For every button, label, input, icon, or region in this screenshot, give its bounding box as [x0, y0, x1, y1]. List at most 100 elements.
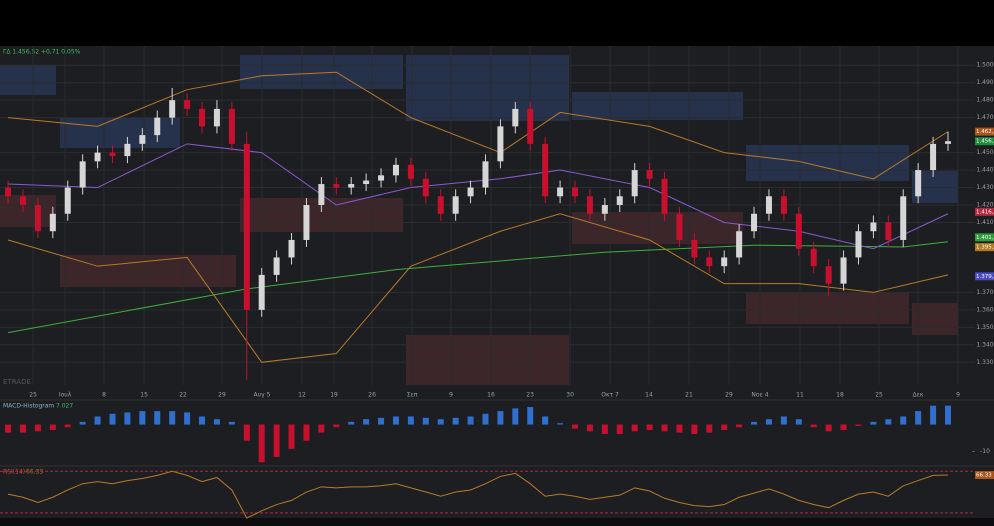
histogram-bar — [870, 421, 877, 425]
x-tick-label: 30 — [566, 392, 574, 399]
candle-body — [661, 178, 668, 214]
y-tick-label: 1.360 — [976, 306, 993, 313]
y-tick-label: 1.340 — [976, 341, 993, 348]
histogram-bar — [810, 424, 817, 428]
candle-body — [751, 213, 758, 232]
y-tick-label: 1.470 — [976, 114, 993, 121]
y-tick-label: -10 — [980, 448, 990, 455]
histogram-bar — [527, 407, 534, 425]
candle-body — [840, 257, 847, 284]
histogram-bar — [765, 419, 772, 425]
candle-body — [497, 126, 504, 162]
histogram-bar — [572, 424, 579, 429]
histogram-bar — [258, 424, 265, 463]
histogram-bar — [5, 424, 12, 433]
candle-body — [765, 196, 772, 214]
histogram-bar — [736, 424, 743, 428]
histogram-bar — [213, 419, 220, 425]
histogram-bar — [512, 408, 519, 425]
x-tick-label: Αυγ 5 — [254, 392, 271, 399]
candle-body — [527, 108, 534, 144]
candle-body — [646, 170, 653, 179]
candle-body — [318, 184, 325, 206]
candle-body — [94, 152, 101, 162]
zone — [0, 195, 56, 227]
zones — [0, 55, 958, 385]
histogram-bar — [915, 411, 922, 425]
y-tick-label: 1.420 — [976, 202, 993, 209]
candle-body — [49, 213, 56, 232]
y-tick-label: 1.370 — [976, 289, 993, 296]
histogram-bar — [497, 411, 504, 425]
x-tick-label: 15 — [140, 392, 148, 399]
candle-body — [333, 184, 340, 188]
x-tick-label: 23 — [526, 392, 534, 399]
histogram-bar — [795, 419, 802, 425]
y-tick-label: 1.330 — [976, 359, 993, 366]
rsi-title: RSI(14) — [3, 469, 25, 476]
candle-body — [378, 175, 385, 181]
zone — [0, 65, 56, 95]
histogram-bar — [124, 412, 131, 425]
histogram-bar — [348, 421, 355, 425]
x-tick-label: Σεπ — [407, 392, 418, 399]
candle-body — [855, 231, 862, 258]
candle-body — [795, 213, 802, 249]
candle-body — [5, 187, 12, 197]
histogram-bar — [199, 416, 206, 425]
histogram-bar — [34, 424, 41, 432]
x-tick-label: 16 — [487, 392, 495, 399]
zone — [746, 145, 909, 181]
histogram-bar — [586, 424, 593, 432]
candle-body — [870, 222, 877, 232]
candle-body — [199, 108, 206, 127]
histogram-bar — [467, 416, 474, 425]
histogram-bar — [94, 416, 101, 425]
zone — [240, 55, 403, 89]
quote: ΓΔ 1.456,52 +0,71 0.05% — [3, 49, 81, 56]
candle-body — [810, 248, 817, 267]
histogram-bar — [318, 424, 325, 433]
candle-body — [512, 108, 519, 127]
histogram-bar — [303, 424, 310, 441]
zone — [406, 335, 569, 385]
histogram-bar — [169, 411, 176, 425]
histogram-bar — [676, 424, 683, 433]
candle-body — [19, 196, 26, 206]
candle-body — [736, 231, 743, 258]
histogram-bar — [840, 424, 847, 430]
candle-body — [482, 161, 489, 188]
candle-body — [930, 143, 937, 171]
histogram-bar — [184, 412, 191, 425]
histogram-bar — [109, 413, 116, 425]
histogram-bar — [661, 424, 668, 432]
rsi-value: 66.33 — [26, 469, 43, 476]
histogram-bar — [363, 419, 370, 425]
histogram-bar — [452, 417, 459, 425]
candle-body — [288, 239, 295, 258]
candle-body — [780, 196, 787, 214]
histogram-bar — [482, 413, 489, 425]
candle-body — [885, 222, 892, 240]
price-tag — [975, 137, 994, 146]
candle-body — [64, 187, 71, 214]
candle-body — [228, 108, 235, 144]
rsi-tag-label: 66.33 — [976, 473, 992, 479]
zone — [572, 92, 743, 120]
candle-body — [348, 184, 355, 188]
candle-body — [363, 180, 370, 185]
y-tick-label: 1.430 — [976, 184, 993, 191]
macd-title: MACD-Histogram — [3, 403, 54, 410]
candle-body — [676, 213, 683, 240]
x-tick-label: 26 — [368, 392, 376, 399]
bottom-bar — [0, 518, 994, 526]
candle-body — [437, 196, 444, 214]
y-tick-label: 1.500 — [976, 62, 993, 69]
candle-body — [706, 257, 713, 267]
price-tag — [975, 207, 994, 216]
histogram-bar — [855, 424, 862, 426]
price-tag-label: 1.395,9 — [976, 245, 994, 251]
candle-body — [34, 205, 41, 232]
histogram-bar — [392, 416, 399, 425]
